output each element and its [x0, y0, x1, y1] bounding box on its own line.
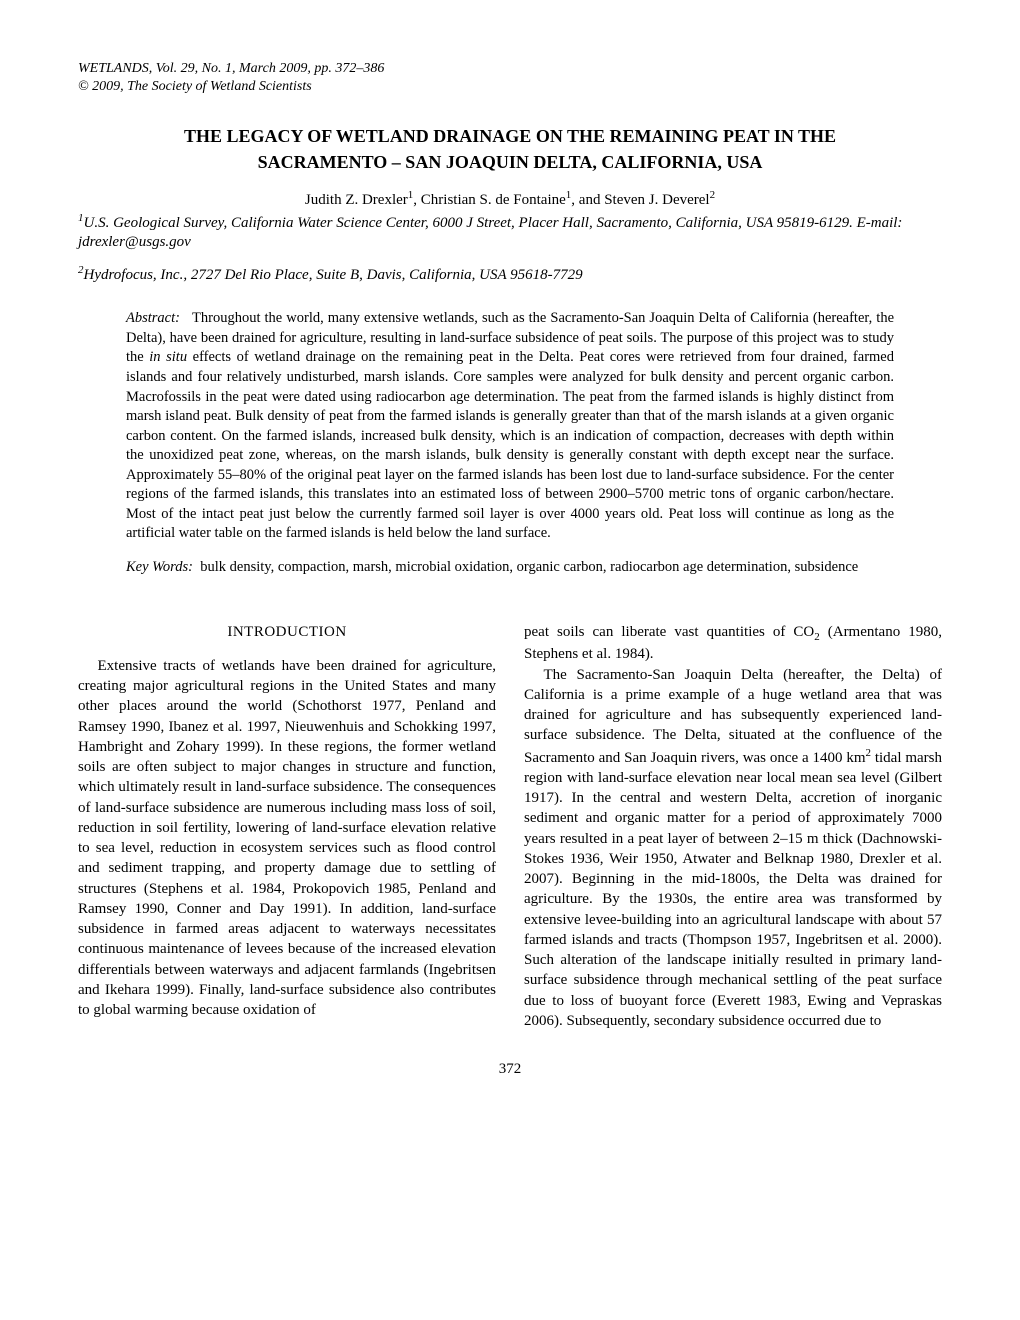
section-heading-introduction: INTRODUCTION: [78, 622, 496, 642]
abstract-text-2: effects of wetland drainage on the remai…: [126, 349, 894, 541]
affiliation-1: 1U.S. Geological Survey, California Wate…: [78, 211, 942, 253]
body-columns: INTRODUCTION Extensive tracts of wetland…: [78, 622, 942, 1032]
title-line-1: THE LEGACY OF WETLAND DRAINAGE ON THE RE…: [78, 124, 942, 149]
journal-line-2: © 2009, The Society of Wetland Scientist…: [78, 78, 942, 96]
intro-paragraph-1: Extensive tracts of wetlands have been d…: [78, 656, 496, 1021]
affiliation-2: 2Hydrofocus, Inc., 2727 Del Rio Place, S…: [78, 263, 942, 286]
left-column: INTRODUCTION Extensive tracts of wetland…: [78, 622, 496, 1032]
journal-line-1: WETLANDS, Vol. 29, No. 1, March 2009, pp…: [78, 60, 942, 78]
intro-paragraph-2: The Sacramento-San Joaquin Delta (hereaf…: [524, 665, 942, 1032]
page-number: 372: [78, 1061, 942, 1078]
journal-meta: WETLANDS, Vol. 29, No. 1, March 2009, pp…: [78, 60, 942, 96]
keywords-label: Key Words:: [126, 559, 193, 575]
abstract: Abstract: Throughout the world, many ext…: [126, 309, 894, 544]
keywords-text: bulk density, compaction, marsh, microbi…: [200, 559, 858, 575]
abstract-insitu: in situ: [149, 349, 187, 365]
paper-title: THE LEGACY OF WETLAND DRAINAGE ON THE RE…: [78, 124, 942, 174]
author-3: Steven J. Deverel: [604, 192, 709, 208]
title-line-2: SACRAMENTO – SAN JOAQUIN DELTA, CALIFORN…: [78, 150, 942, 175]
abstract-label: Abstract:: [126, 310, 180, 326]
right-column: peat soils can liberate vast quantities …: [524, 622, 942, 1032]
author-1: Judith Z. Drexler: [305, 192, 408, 208]
author-2: Christian S. de Fontaine: [421, 192, 566, 208]
keywords: Key Words: bulk density, compaction, mar…: [126, 558, 894, 578]
authors-line: Judith Z. Drexler1, Christian S. de Font…: [78, 189, 942, 209]
intro-paragraph-1-cont: peat soils can liberate vast quantities …: [524, 622, 942, 665]
